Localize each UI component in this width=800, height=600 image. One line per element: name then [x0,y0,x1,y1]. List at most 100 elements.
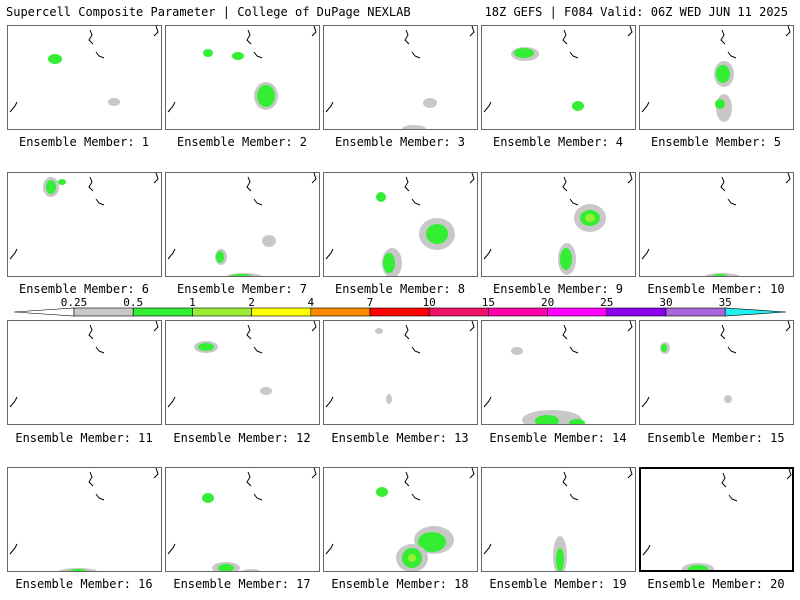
member-map [483,321,633,424]
colorbar-tick-label: 7 [366,296,374,309]
scp-contour [402,125,426,129]
scp-contour [218,564,234,571]
colorbar-tick-label: 25 [600,296,614,309]
coastline [325,543,334,555]
member-label-20: Ensemble Member: 20 [647,577,785,591]
colorbar-segment [369,307,430,317]
colorbar-segment [488,307,548,317]
member-map [325,468,475,571]
member-label-17: Ensemble Member: 17 [173,577,311,591]
member-map [641,173,791,276]
coastline [728,494,738,502]
member-panel-19 [481,467,636,572]
member-panel-16 [7,467,162,572]
member-map [9,468,159,571]
colorbar-segment [547,307,608,317]
scp-contour [715,99,725,109]
member-map [325,26,475,129]
scp-contour [556,548,564,571]
scp-contour [716,65,730,83]
scp-contour [232,52,244,60]
member-panel-1 [7,25,162,130]
coastline [311,26,317,37]
member-panel-7 [165,172,320,277]
colorbar-segment [310,307,371,317]
coastline [246,471,252,487]
scp-contour [108,98,120,106]
coastline [95,51,105,59]
scp-contour [262,235,276,247]
member-panel-18 [323,467,478,572]
coastline [411,198,421,206]
coastline [88,29,94,45]
member-panel-11 [7,320,162,425]
coastline [253,346,263,354]
member-label-7: Ensemble Member: 7 [176,282,308,296]
scp-contour [511,347,523,355]
coastline [569,493,579,501]
coastline [627,173,633,184]
coastline [167,101,176,113]
coastline [720,29,726,45]
scp-contour [585,214,595,222]
coastline [311,321,317,332]
coastline [469,321,475,332]
coastline [642,544,651,556]
run-info: 18Z GEFS | F084 Valid: 06Z WED JUN 11 20… [484,5,788,19]
scp-contour [418,532,446,552]
member-label-19: Ensemble Member: 19 [489,577,627,591]
coastline [641,396,650,408]
member-panel-8 [323,172,478,277]
member-panel-4 [481,25,636,130]
scp-contour [48,54,62,64]
scp-contour [257,85,275,107]
member-map [9,321,159,408]
member-panel-15 [639,320,794,425]
member-label-5: Ensemble Member: 5 [650,135,782,149]
coastline [153,26,159,37]
coastline [627,321,633,332]
member-map [483,468,633,571]
member-label-12: Ensemble Member: 12 [173,431,311,445]
coastline [325,101,334,113]
scp-contour [713,570,729,572]
coastline [311,173,317,184]
colorbar-segment [606,307,667,317]
coastline [562,471,568,487]
coastline [727,346,737,354]
colorbar-tick-label: 4 [307,296,315,309]
colorbar-segment [73,307,134,317]
scp-contour [383,253,395,273]
coastline [483,248,492,260]
coastline [9,543,18,555]
colorbar-tick-label: 10 [422,296,436,309]
member-map [9,26,159,113]
member-label-1: Ensemble Member: 1 [18,135,150,149]
coastline [727,51,737,59]
scp-contour [569,419,585,424]
coastline [720,176,726,192]
coastline [721,472,727,488]
member-label-2: Ensemble Member: 2 [176,135,308,149]
scp-contour [408,554,416,562]
member-map [483,173,633,275]
color-scale-bar [14,307,787,317]
coastline [785,321,791,332]
coastline [95,198,105,206]
scp-contour [376,192,386,202]
colorbar-tick-label: 0.5 [123,296,144,309]
coastline [786,469,792,480]
coastline [153,468,159,479]
member-panel-3 [323,25,478,130]
scp-contour [241,569,261,571]
scp-contour [375,328,383,334]
member-label-14: Ensemble Member: 14 [489,431,627,445]
scp-contour [426,224,448,244]
colorbar-tick-label: 2 [248,296,255,309]
coastline [88,471,94,487]
scp-contour [260,387,272,395]
coastline [641,248,650,260]
coastline [246,324,252,340]
scp-contour [514,48,534,58]
member-map [167,468,317,571]
